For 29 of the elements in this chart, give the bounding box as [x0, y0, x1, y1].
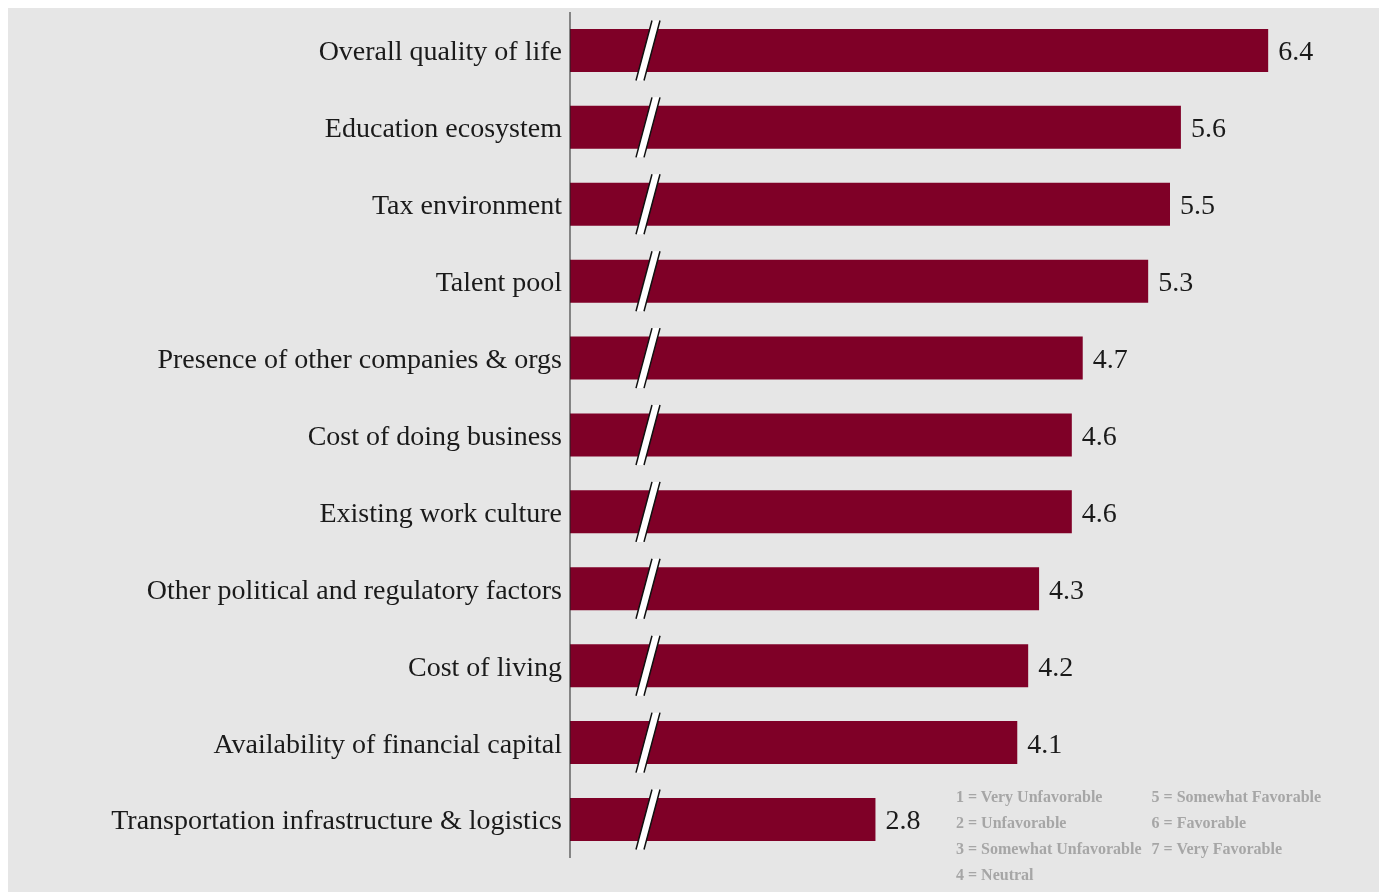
data-label: 4.6 — [1081, 496, 1117, 528]
y-tick-label: Cost of doing business — [307, 419, 562, 451]
data-label: 5.5 — [1180, 189, 1215, 221]
data-label: 5.6 — [1190, 112, 1226, 144]
y-tick-label: Cost of living — [407, 650, 562, 682]
y-tick-label: Existing work culture — [319, 496, 562, 528]
y-tick-label: Presence of other companies & orgs — [157, 343, 562, 375]
y-tick-label: Availability of financial capital — [213, 727, 563, 759]
y-tick-label: Talent pool — [435, 266, 563, 298]
data-label: 4.6 — [1081, 419, 1117, 451]
data-label: 5.3 — [1158, 266, 1194, 298]
text: 4 = Neutral — [956, 866, 1035, 885]
annotation: 7 = Very Favorable — [1151, 840, 1283, 860]
annotation: 1 = Very Unfavorable — [956, 788, 1104, 808]
data-label: 6.4 — [1278, 35, 1314, 67]
y-tick-label: Transportation infrastructure & logistics — [111, 804, 562, 836]
annotation: 2 = Unfavorable — [956, 814, 1068, 833]
data-label: 4.7 — [1092, 343, 1128, 374]
annotation: 3 = Somewhat Unfavorable — [956, 840, 1142, 859]
data-label: 4.1 — [1027, 727, 1063, 759]
annotation: 5 = Somewhat Favorable — [1151, 788, 1322, 807]
annotation: 6 = Favorable — [1151, 814, 1247, 833]
y-tick-label: Other political and regulatory factors — [146, 573, 562, 605]
y-tick-label: Overall quality of life — [318, 35, 562, 67]
data-label: 2.8 — [885, 804, 921, 836]
y-tick-label: Tax environment — [371, 189, 563, 221]
data-label: 4.2 — [1038, 650, 1074, 682]
data-label: 4.3 — [1049, 573, 1085, 605]
y-tick-label: Education ecosystem — [324, 112, 563, 144]
